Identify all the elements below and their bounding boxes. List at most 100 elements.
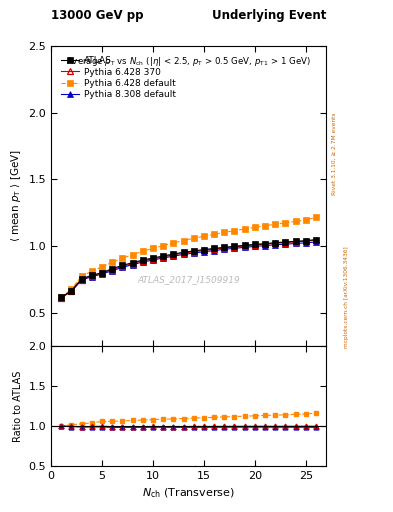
Text: mcplots.cern.ch [arXiv:1306.3436]: mcplots.cern.ch [arXiv:1306.3436] [344, 246, 349, 348]
Pythia 8.308 default [314, 239, 318, 245]
Pythia 6.428 370 [242, 243, 247, 249]
ATLAS [59, 294, 64, 301]
Pythia 6.428 370 [151, 255, 155, 262]
ATLAS [283, 239, 288, 245]
Pythia 8.308 default [130, 262, 135, 268]
Pythia 6.428 370 [100, 270, 105, 276]
ATLAS [253, 241, 257, 247]
Y-axis label: $\langle$ mean $p_\mathrm{T}$ $\rangle$ [GeV]: $\langle$ mean $p_\mathrm{T}$ $\rangle$ … [9, 150, 23, 243]
Pythia 6.428 370 [110, 267, 115, 273]
Pythia 8.308 default [202, 249, 206, 255]
Pythia 6.428 default [171, 240, 176, 246]
Pythia 8.308 default [59, 294, 64, 301]
Pythia 6.428 default [59, 294, 64, 301]
Pythia 6.428 370 [140, 258, 145, 264]
Pythia 8.308 default [151, 257, 155, 263]
Pythia 6.428 370 [191, 249, 196, 255]
Pythia 8.308 default [232, 245, 237, 251]
Pythia 8.308 default [181, 251, 186, 258]
Pythia 8.308 default [120, 264, 125, 270]
Pythia 6.428 default [273, 221, 277, 227]
Pythia 6.428 default [90, 268, 94, 274]
Pythia 6.428 370 [171, 252, 176, 258]
ATLAS [212, 245, 217, 251]
ATLAS [191, 248, 196, 254]
ATLAS [202, 247, 206, 253]
Pythia 8.308 default [110, 268, 115, 274]
Text: ATLAS_2017_I1509919: ATLAS_2017_I1509919 [137, 275, 240, 285]
Pythia 8.308 default [191, 250, 196, 256]
Pythia 6.428 370 [232, 244, 237, 250]
Pythia 6.428 default [100, 264, 105, 270]
Pythia 6.428 370 [283, 240, 288, 246]
Pythia 8.308 default [303, 240, 308, 246]
Y-axis label: Ratio to ATLAS: Ratio to ATLAS [13, 370, 23, 442]
ATLAS [151, 255, 155, 261]
ATLAS [222, 244, 227, 250]
ATLAS [90, 272, 94, 279]
Pythia 6.428 370 [69, 288, 74, 294]
Pythia 6.428 default [283, 220, 288, 226]
Pythia 6.428 370 [273, 240, 277, 246]
Pythia 8.308 default [90, 273, 94, 280]
Pythia 6.428 370 [253, 242, 257, 248]
Pythia 6.428 default [253, 224, 257, 230]
Pythia 6.428 default [181, 238, 186, 244]
Pythia 6.428 370 [202, 247, 206, 253]
ATLAS [263, 241, 267, 247]
Line: Pythia 8.308 default: Pythia 8.308 default [59, 239, 319, 301]
ATLAS [314, 237, 318, 243]
Pythia 6.428 370 [79, 276, 84, 283]
Pythia 8.308 default [212, 247, 217, 253]
ATLAS [181, 249, 186, 255]
Pythia 8.308 default [242, 244, 247, 250]
Pythia 6.428 default [110, 259, 115, 265]
Pythia 8.308 default [69, 288, 74, 294]
ATLAS [140, 257, 145, 263]
Pythia 6.428 370 [212, 246, 217, 252]
Pythia 8.308 default [171, 253, 176, 259]
Pythia 6.428 370 [59, 294, 64, 301]
Pythia 6.428 370 [314, 237, 318, 243]
Pythia 8.308 default [283, 241, 288, 247]
Line: ATLAS: ATLAS [59, 237, 319, 300]
Pythia 6.428 370 [120, 263, 125, 269]
ATLAS [303, 238, 308, 244]
Pythia 6.428 default [263, 223, 267, 229]
Pythia 6.428 370 [303, 238, 308, 244]
ATLAS [100, 270, 105, 276]
ATLAS [242, 242, 247, 248]
ATLAS [232, 243, 237, 249]
Pythia 6.428 default [232, 228, 237, 234]
Text: Underlying Event: Underlying Event [212, 9, 326, 22]
Line: Pythia 6.428 370: Pythia 6.428 370 [59, 238, 319, 301]
ATLAS [110, 266, 115, 272]
ATLAS [273, 240, 277, 246]
Pythia 6.428 default [79, 273, 84, 279]
Pythia 8.308 default [222, 246, 227, 252]
Pythia 6.428 default [293, 218, 298, 224]
Pythia 6.428 default [140, 248, 145, 254]
ATLAS [120, 262, 125, 268]
Pythia 8.308 default [161, 255, 165, 261]
Pythia 8.308 default [253, 243, 257, 249]
Pythia 6.428 default [120, 255, 125, 261]
Pythia 6.428 370 [263, 241, 267, 247]
Pythia 6.428 default [151, 245, 155, 251]
Pythia 6.428 default [212, 231, 217, 238]
Pythia 8.308 default [263, 243, 267, 249]
Text: Rivet 3.1.10, ≥ 2.7M events: Rivet 3.1.10, ≥ 2.7M events [332, 112, 337, 195]
Pythia 6.428 default [303, 217, 308, 223]
X-axis label: $N_\mathrm{ch}$ (Transverse): $N_\mathrm{ch}$ (Transverse) [142, 486, 235, 500]
Pythia 8.308 default [100, 271, 105, 277]
Pythia 6.428 default [191, 235, 196, 241]
Pythia 6.428 default [222, 229, 227, 236]
Pythia 6.428 370 [293, 239, 298, 245]
Pythia 6.428 default [202, 233, 206, 239]
ATLAS [69, 288, 74, 294]
Pythia 8.308 default [293, 241, 298, 247]
Pythia 6.428 default [161, 243, 165, 249]
Pythia 8.308 default [273, 242, 277, 248]
ATLAS [161, 253, 165, 259]
Text: 13000 GeV pp: 13000 GeV pp [51, 9, 143, 22]
